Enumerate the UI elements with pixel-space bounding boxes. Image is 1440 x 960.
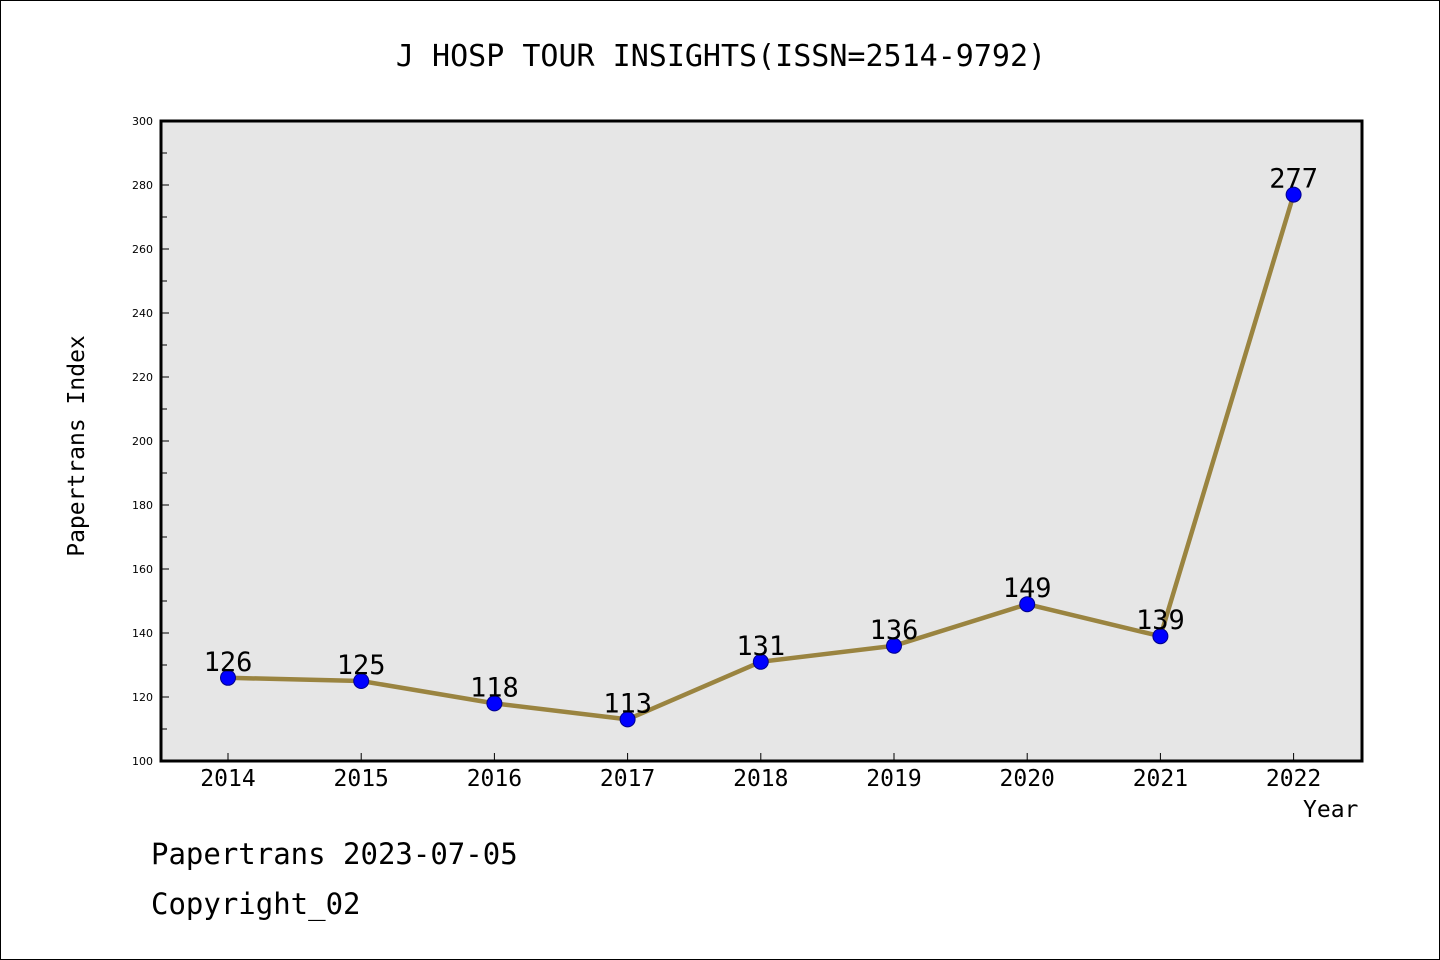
data-label: 149 (1003, 573, 1052, 604)
y-tick-label: 200 (132, 435, 153, 448)
data-point (1152, 628, 1169, 645)
y-tick-label: 300 (132, 115, 153, 128)
x-tick-label: 2020 (1000, 766, 1055, 792)
y-tick-label: 220 (132, 371, 153, 384)
y-tick-label: 100 (132, 755, 153, 768)
data-point (1285, 186, 1302, 203)
footer-copyright: Copyright_02 (151, 887, 361, 921)
data-label: 118 (470, 672, 519, 703)
data-label: 136 (870, 615, 919, 646)
x-tick-label: 2016 (467, 766, 522, 792)
x-tick-label: 2015 (334, 766, 389, 792)
data-point (619, 711, 636, 728)
data-point (752, 653, 769, 670)
plot-frame (159, 119, 1364, 763)
data-point (1019, 596, 1036, 613)
y-tick-label: 280 (132, 179, 153, 192)
y-tick-label: 240 (132, 307, 153, 320)
x-tick-label: 2018 (733, 766, 788, 792)
data-label: 139 (1136, 605, 1185, 636)
data-label: 277 (1269, 164, 1318, 195)
x-tick-label: 2021 (1133, 766, 1188, 792)
data-point (486, 695, 503, 712)
data-label: 126 (204, 647, 253, 678)
chart-title: J HOSP TOUR INSIGHTS(ISSN=2514-9792) (395, 39, 1047, 74)
x-tick-label: 2019 (866, 766, 921, 792)
data-point (353, 673, 370, 689)
data-label: 113 (603, 688, 652, 719)
data-label: 125 (337, 650, 386, 681)
data-point (220, 669, 236, 686)
x-axis-label: Year (1303, 797, 1359, 823)
data-point (886, 637, 902, 654)
x-tick-label: 2022 (1266, 766, 1321, 792)
x-tick-label: 2014 (200, 766, 255, 792)
y-tick-label: 160 (132, 563, 153, 576)
data-label: 131 (736, 631, 785, 662)
y-tick-label: 140 (132, 627, 153, 640)
footer-date: Papertrans 2023-07-05 (151, 837, 518, 871)
y-tick-label: 120 (132, 691, 153, 704)
y-tick-label: 260 (132, 243, 153, 256)
x-tick-label: 2017 (600, 766, 655, 792)
y-tick-label: 180 (132, 499, 153, 512)
